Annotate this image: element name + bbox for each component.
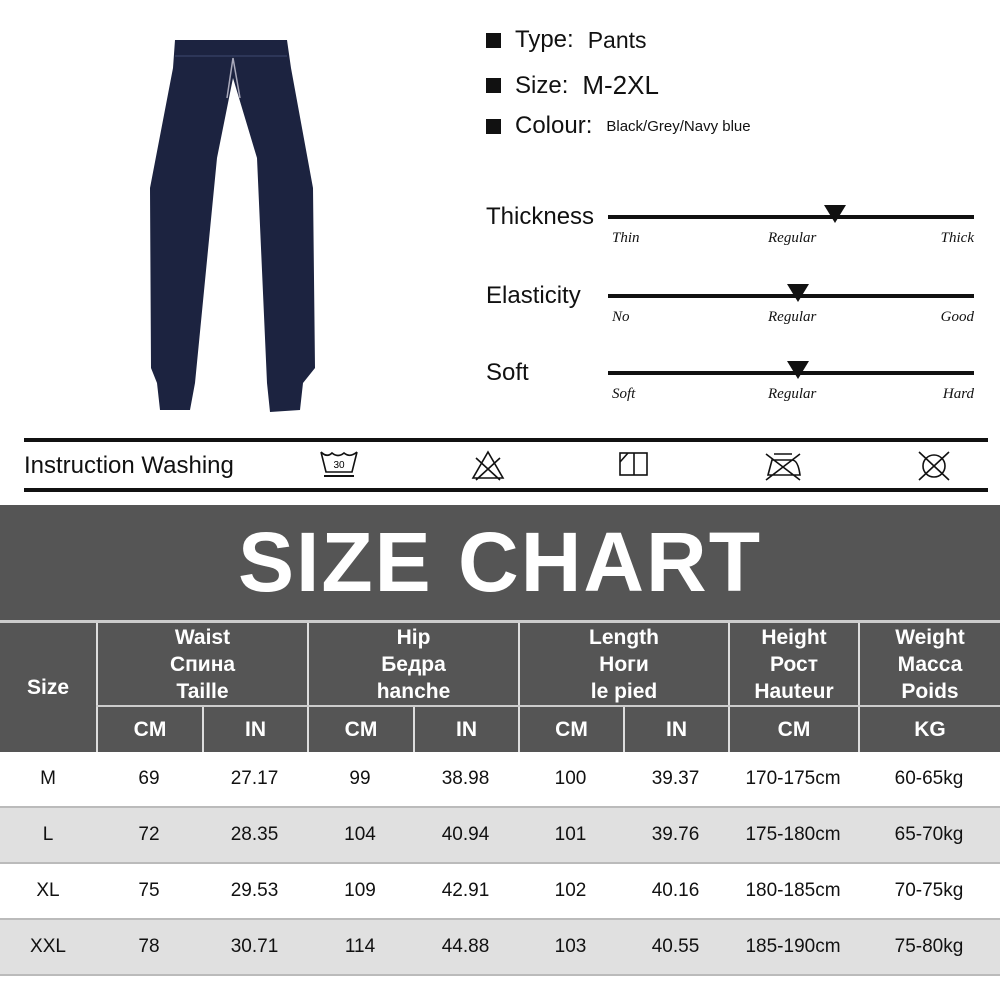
table-row: XXL 78 30.71 114 44.88 103 40.55 185-190cm 75-80… — [0, 920, 1000, 976]
group-header: Hip Бедра hanche — [307, 623, 518, 705]
table-cell: 30.71 — [230, 936, 279, 957]
table-cell: 109 — [344, 880, 376, 901]
wash-30-icon: 30 — [320, 451, 358, 477]
scale-high: Hard — [942, 386, 974, 402]
table-row: XL 75 29.53 109 42.91 102 40.16 180-185cm 70-75k… — [0, 864, 1000, 920]
table-cell: 104 — [344, 824, 376, 845]
do-not-tumble-dry-icon — [918, 451, 950, 481]
scale-mid: Regular — [768, 386, 817, 402]
table-cell: 40.16 — [651, 880, 700, 901]
scale-low: No — [612, 309, 630, 325]
unit-header: CM — [518, 707, 623, 752]
washing-label: Instruction Washing — [24, 452, 234, 479]
table-cell: L — [42, 824, 54, 845]
scale-high: Thick — [940, 230, 974, 246]
group-header: Weight Масса Poids — [858, 623, 1000, 705]
table-cell: 60-65kg — [894, 768, 964, 789]
divider — [24, 438, 988, 442]
line-dry-icon — [619, 452, 648, 476]
table-cell: 28.35 — [230, 824, 279, 845]
size-header: Size — [26, 676, 70, 699]
scale-low: Soft — [612, 386, 636, 402]
scale-low: Thin — [612, 230, 640, 246]
table-cell: XXL — [30, 936, 66, 957]
table-cell: 40.94 — [441, 824, 490, 845]
group-header: Height Рост Hauteur — [728, 623, 858, 705]
table-cell: 75-80kg — [894, 936, 964, 957]
scale-high: Good — [940, 309, 974, 325]
table-cell: 42.91 — [441, 880, 490, 901]
unit-header: IN — [413, 707, 518, 752]
table-cell: 102 — [554, 880, 587, 901]
table-cell: 180-185cm — [745, 880, 841, 901]
group-header: Waist Спина Taille — [96, 623, 307, 705]
divider — [24, 488, 988, 492]
table-row: M 69 27.17 99 38.98 100 39.37 170-175cm 60-65kg — [0, 752, 1000, 808]
table-row: L 72 28.35 104 40.94 101 39.76 175-180cm 65-70kg — [0, 808, 1000, 864]
table-cell: 175-180cm — [745, 824, 841, 845]
scale-mid: Regular — [768, 230, 817, 246]
bullet-icon — [486, 78, 501, 93]
table-cell: 72 — [138, 824, 160, 845]
table-cell: 70-75kg — [894, 880, 964, 901]
attr-scale — [608, 215, 974, 219]
level-marker-icon — [787, 284, 810, 302]
group-header: Length Ноги le pied — [518, 623, 728, 705]
unit-header: KG — [858, 707, 1000, 752]
table-cell: 185-190cm — [745, 936, 841, 957]
table-cell: 75 — [138, 880, 160, 901]
unit-header: IN — [623, 707, 728, 752]
scale-mid: Regular — [768, 309, 817, 325]
unit-header: CM — [96, 707, 202, 752]
table-cell: 78 — [138, 936, 160, 957]
size-chart-header — [0, 505, 1000, 752]
table-cell: 29.53 — [230, 880, 279, 901]
spec-2: Colour: Black/Grey/Navy blue — [486, 112, 751, 140]
table-cell: 44.88 — [441, 936, 490, 957]
do-not-iron-icon — [765, 453, 801, 481]
table-cell: XL — [36, 880, 60, 901]
table-cell: 99 — [349, 768, 371, 789]
table-cell: 103 — [554, 936, 587, 957]
attr-name: Elasticity — [486, 282, 581, 309]
level-marker-icon — [787, 361, 810, 379]
table-cell: 170-175cm — [745, 768, 841, 789]
table-cell: 101 — [554, 824, 587, 845]
table-cell: 39.37 — [651, 768, 700, 789]
level-marker-icon — [823, 205, 846, 223]
table-cell: 69 — [138, 768, 160, 789]
table-cell: 100 — [554, 768, 587, 789]
table-cell: 114 — [344, 936, 376, 957]
attr-name: Thickness — [486, 203, 595, 230]
pants-image — [150, 40, 315, 412]
attr-name: Soft — [486, 359, 529, 386]
bullet-icon — [486, 118, 501, 134]
table-cell: 65-70kg — [894, 824, 964, 845]
unit-header: CM — [728, 707, 858, 752]
table-cell: 27.17 — [230, 768, 279, 789]
table-cell: 38.98 — [441, 768, 490, 789]
bullet-icon — [486, 32, 501, 48]
table-cell: 39.76 — [651, 824, 700, 845]
size-chart-title: SIZE CHART — [238, 515, 762, 609]
svg-text:30: 30 — [333, 460, 345, 471]
unit-header: CM — [307, 707, 413, 752]
do-not-bleach-icon — [471, 450, 505, 481]
spec-0: Type: Pants — [486, 26, 647, 54]
table-cell: 40.55 — [651, 936, 700, 957]
table-cell: M — [40, 768, 56, 789]
spec-1: Size: M-2XL — [486, 70, 659, 101]
unit-header: IN — [202, 707, 307, 752]
